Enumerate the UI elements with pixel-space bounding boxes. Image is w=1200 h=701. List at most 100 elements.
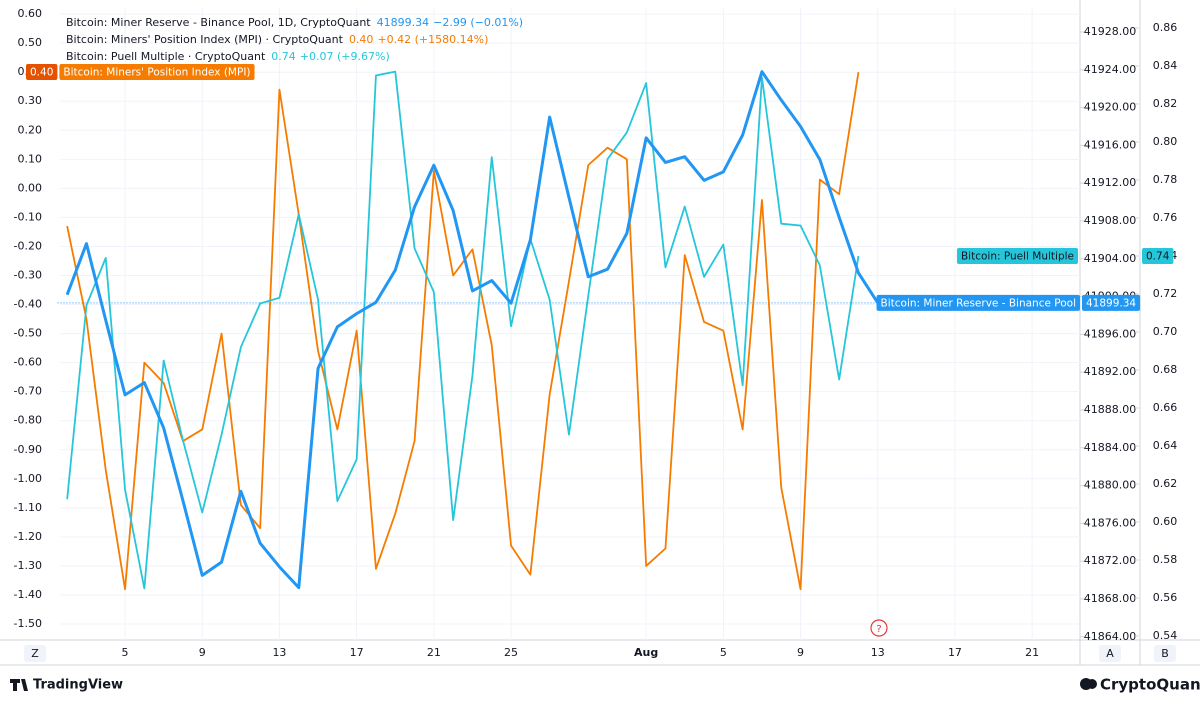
y2-tick-label: 41904.00 xyxy=(1084,252,1137,265)
series-badge: Bitcoin: Puell Multiple xyxy=(956,247,1078,264)
x-tick-label: 13 xyxy=(871,646,885,659)
y3-tick-label: 0.84 xyxy=(1153,59,1178,72)
y-tick-label: -1.30 xyxy=(14,559,42,572)
y-tick-label: -0.60 xyxy=(14,356,42,369)
y2-tick-label: 41872.00 xyxy=(1084,554,1137,567)
y3-tick-label: 0.82 xyxy=(1153,97,1178,110)
axis-badge-label: 0.40 xyxy=(30,67,53,79)
x-tick-label: 21 xyxy=(1025,646,1039,659)
brand-logo xyxy=(10,679,28,691)
y3-tick-label: 0.70 xyxy=(1153,325,1178,338)
y-tick-label: 0.00 xyxy=(18,181,43,194)
legend-change: +0.42 (+1580.14%) xyxy=(377,33,488,46)
legend-entry: Bitcoin: Puell Multiple · CryptoQuant 0.7… xyxy=(66,50,390,63)
button[interactable] xyxy=(24,645,46,662)
y3-tick-label: 0.86 xyxy=(1153,21,1178,34)
y-tick-label: -0.70 xyxy=(14,385,42,398)
y-tick-label: 0.30 xyxy=(18,94,43,107)
y-tick-label: 0.20 xyxy=(18,123,43,136)
legend-change: +0.07 (+9.67%) xyxy=(300,50,390,63)
y-tick-label: -0.80 xyxy=(14,414,42,427)
y3-tick-label: 0.76 xyxy=(1153,211,1178,224)
y-tick-label: -0.50 xyxy=(14,327,42,340)
x-tick-label: 5 xyxy=(720,646,727,659)
brand-logo xyxy=(1087,679,1097,689)
help-icon[interactable] xyxy=(870,619,888,637)
y-tick-label: -1.50 xyxy=(14,617,42,630)
brand: TradingView xyxy=(33,678,123,693)
series-badge-label: Bitcoin: Miner Reserve - Binance Pool xyxy=(881,297,1076,309)
y-tick-label: 0.10 xyxy=(18,152,43,165)
y-tick-label: -0.10 xyxy=(14,210,42,223)
y-tick-label: 0.60 xyxy=(18,7,43,20)
series-badge: Bitcoin: Miners' Position Index (MPI) xyxy=(59,64,255,80)
x-tick-label: Aug xyxy=(634,646,658,659)
legend-value: 0.40 xyxy=(349,33,374,46)
axis-badge-label: 0.74 xyxy=(1146,250,1170,262)
y-tick-label: -1.10 xyxy=(14,501,42,514)
y3-tick-label: 0.72 xyxy=(1153,287,1178,300)
x-tick-label: 9 xyxy=(199,646,206,659)
y-tick-label: -1.00 xyxy=(14,472,42,485)
series-badge-label: Bitcoin: Puell Multiple xyxy=(961,250,1074,262)
plot xyxy=(65,70,880,591)
y3-tick-label: 0.66 xyxy=(1153,401,1178,414)
legend: Bitcoin: Miner Reserve - Binance Pool, 1… xyxy=(66,16,523,63)
y3-tick-label: 0.64 xyxy=(1153,439,1178,452)
button[interactable] xyxy=(1154,645,1176,662)
y-tick-label: -0.90 xyxy=(14,443,42,456)
axis-badge-box xyxy=(26,64,58,80)
y2-tick-label: 41868.00 xyxy=(1084,592,1137,605)
y2-tick-label: 41912.00 xyxy=(1084,176,1137,189)
series-line xyxy=(66,70,860,590)
y3-tick-label: 0.60 xyxy=(1153,515,1178,528)
y3-tick-label: 0.68 xyxy=(1153,363,1178,376)
legend-value: 0.74 xyxy=(271,50,296,63)
y3-tick-label: 0.56 xyxy=(1153,591,1178,604)
series-badge-box xyxy=(956,247,1078,264)
legend-label: Bitcoin: Puell Multiple · CryptoQuant xyxy=(66,50,266,63)
brand: CryptoQuant xyxy=(1100,676,1200,694)
y2-tick-label: 41924.00 xyxy=(1084,63,1137,76)
x-tick-label: 17 xyxy=(948,646,962,659)
axis-badge-box xyxy=(1142,247,1174,264)
y-tick-label: -0.30 xyxy=(14,268,42,281)
button-label[interactable]: Z xyxy=(31,647,39,660)
legend-change: −2.99 (−0.01%) xyxy=(433,16,523,29)
y2-tick-label: 41916.00 xyxy=(1084,138,1137,151)
y-tick-label: 0.50 xyxy=(18,36,43,49)
axis-badge-box xyxy=(1082,294,1141,311)
x-tick-label: 13 xyxy=(272,646,286,659)
y2-tick-label: 41880.00 xyxy=(1084,479,1137,492)
badges: 0.40 Bitcoin: Miners' Position Index (MPI… xyxy=(26,64,1174,311)
y-tick-label: -1.20 xyxy=(14,530,42,543)
y3-tick-label: 0.80 xyxy=(1153,135,1178,148)
x-tick-label: 17 xyxy=(350,646,364,659)
legend-value: 41899.34 xyxy=(377,16,430,29)
y3-tick-label: 0.58 xyxy=(1153,553,1178,566)
y2-tick-label: 41864.00 xyxy=(1084,630,1137,643)
y-tick-label: -0.40 xyxy=(14,298,42,311)
y2-tick-label: 41892.00 xyxy=(1084,365,1137,378)
legend-entry: Bitcoin: Miners' Position Index (MPI) · … xyxy=(66,33,488,46)
y2-tick-label: 41884.00 xyxy=(1084,441,1137,454)
legend-entry: Bitcoin: Miner Reserve - Binance Pool, 1… xyxy=(66,16,523,29)
y-tick-label: -1.40 xyxy=(14,588,42,601)
button-label[interactable]: A xyxy=(1106,647,1114,660)
y2-tick-label: 41920.00 xyxy=(1084,101,1137,114)
y2-tick-label: 41876.00 xyxy=(1084,516,1137,529)
axis-badge: 41899.34 xyxy=(1082,294,1141,311)
help-label[interactable]: ? xyxy=(876,624,881,635)
y2-tick-label: 41928.00 xyxy=(1084,25,1137,38)
legend-label: Bitcoin: Miner Reserve - Binance Pool, 1… xyxy=(66,16,371,29)
y-tick-label: -0.20 xyxy=(14,239,42,252)
legend-label: Bitcoin: Miners' Position Index (MPI) · … xyxy=(66,33,344,46)
button-label[interactable]: B xyxy=(1161,647,1169,660)
y2-tick-label: 41908.00 xyxy=(1084,214,1137,227)
y2-tick-label: 41896.00 xyxy=(1084,327,1137,340)
button[interactable] xyxy=(1099,645,1121,662)
x-tick-label: 5 xyxy=(122,646,129,659)
x-tick-label: 9 xyxy=(797,646,804,659)
